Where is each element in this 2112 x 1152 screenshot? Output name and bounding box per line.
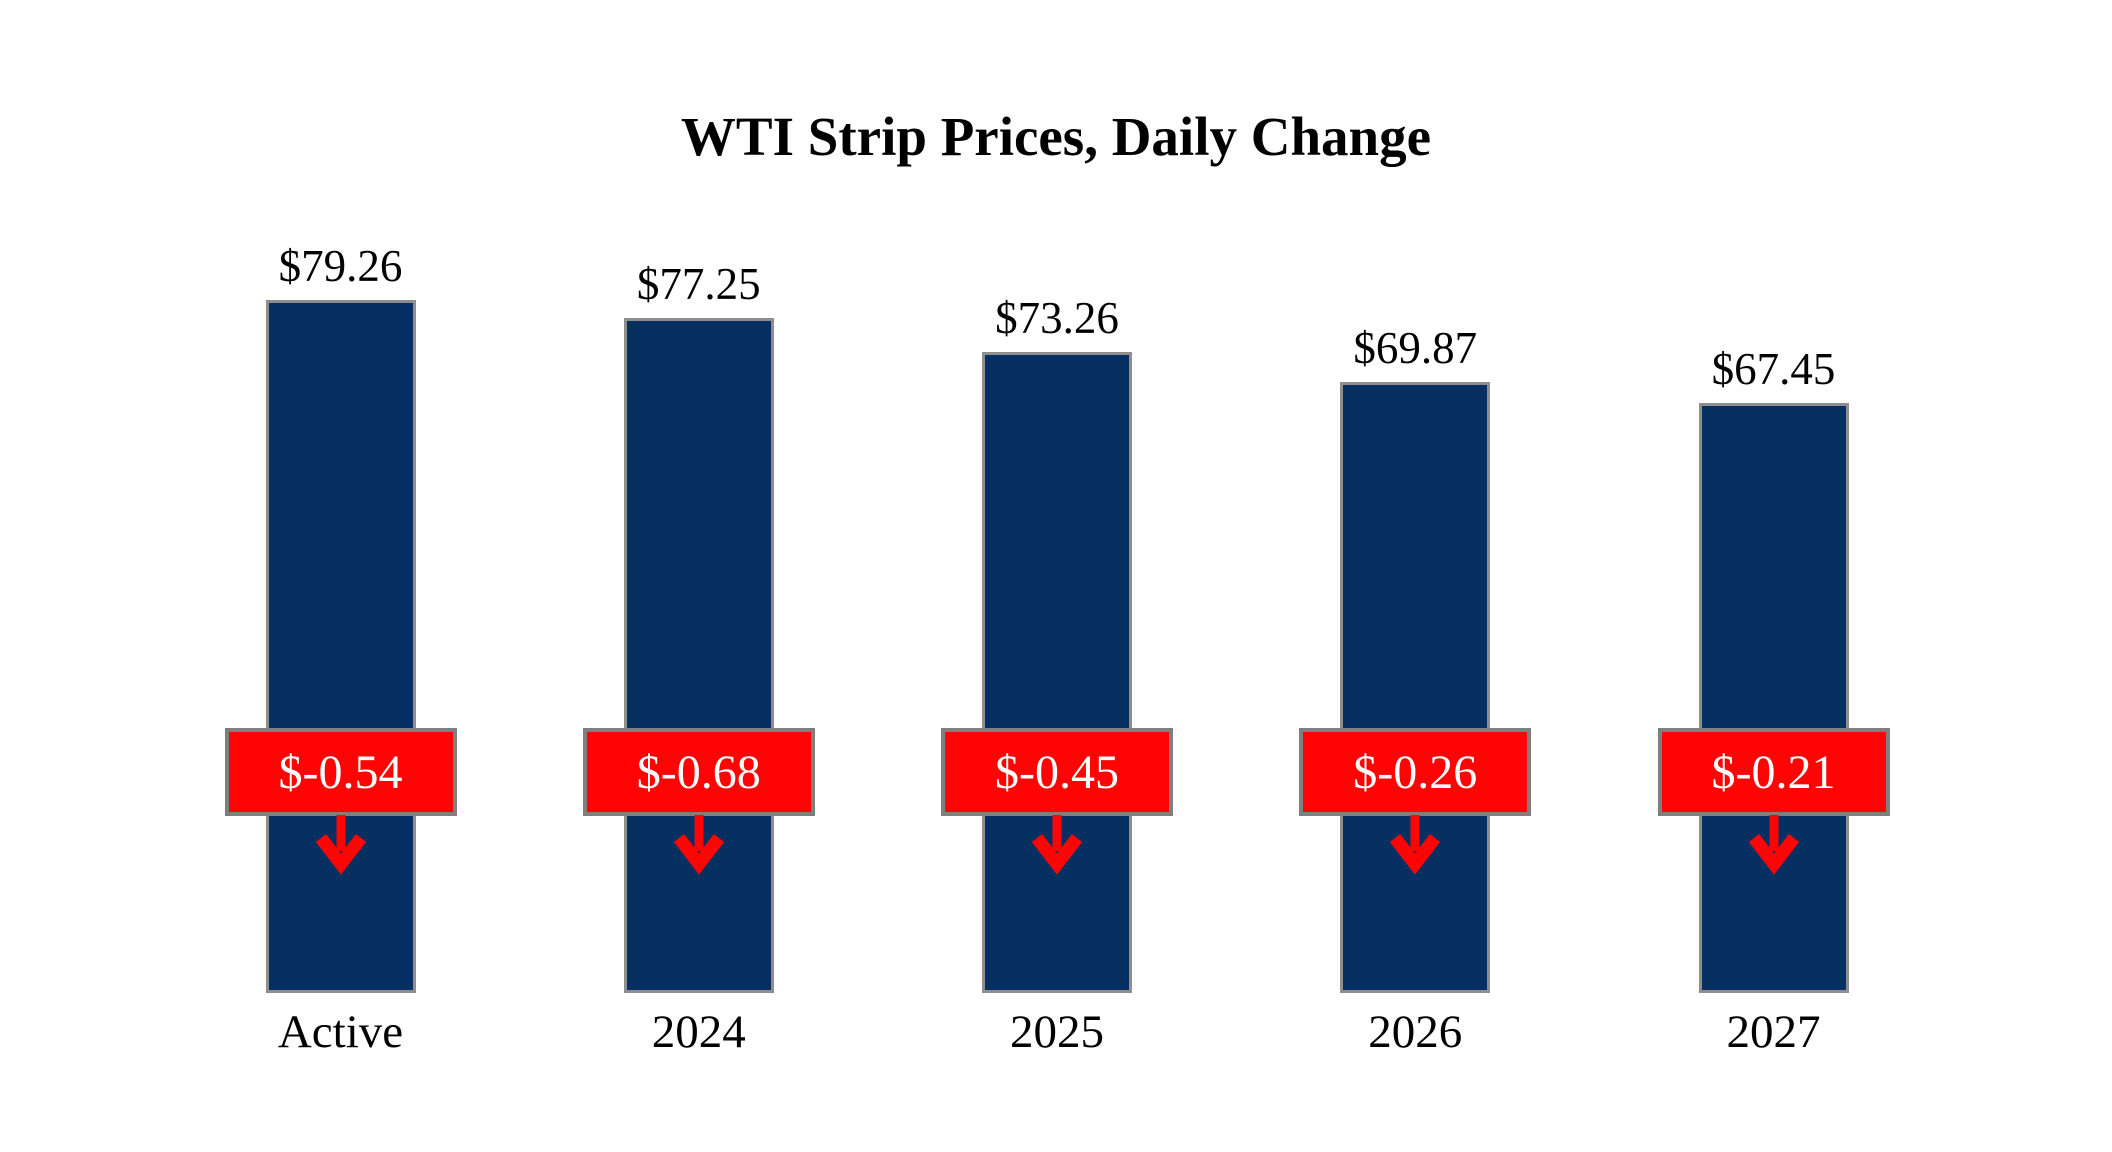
price-value-label: $67.45: [1711, 344, 1836, 394]
price-bar-2026: [1340, 382, 1491, 993]
down-arrow-icon: [1031, 815, 1083, 875]
daily-change-badge: $-0.21: [1657, 728, 1890, 816]
price-value-label: $73.26: [995, 293, 1119, 343]
category-label-2024: 2024: [651, 1006, 746, 1058]
daily-change-value: $-0.26: [1353, 745, 1478, 799]
daily-change-value: $-0.54: [278, 745, 403, 799]
down-arrow-icon: [1748, 815, 1799, 875]
daily-change-value: $-0.68: [636, 745, 761, 799]
category-label-2025: 2025: [1010, 1006, 1104, 1058]
chart-title: WTI Strip Prices, Daily Change: [680, 106, 1432, 167]
down-arrow-icon: [1390, 815, 1441, 875]
price-bar-2024: [623, 318, 774, 993]
daily-change-badge: $-0.54: [224, 728, 457, 816]
price-value-label: $79.26: [278, 241, 403, 291]
down-arrow-icon: [673, 815, 724, 875]
category-label-active: Active: [277, 1006, 404, 1058]
down-arrow-icon: [315, 815, 366, 875]
daily-change-badge: $-0.68: [582, 728, 815, 816]
price-value-label: $77.25: [636, 259, 761, 309]
daily-change-badge: $-0.45: [941, 728, 1173, 816]
daily-change-value: $-0.21: [1711, 745, 1836, 799]
price-bar-2025: [982, 352, 1132, 993]
daily-change-badge: $-0.26: [1299, 728, 1532, 816]
daily-change-value: $-0.45: [995, 745, 1119, 799]
category-label-2027: 2027: [1726, 1006, 1821, 1058]
price-bar-active: [265, 300, 416, 993]
category-label-2026: 2026: [1368, 1006, 1463, 1058]
price-bar-2027: [1698, 403, 1849, 993]
price-value-label: $69.87: [1353, 323, 1478, 373]
